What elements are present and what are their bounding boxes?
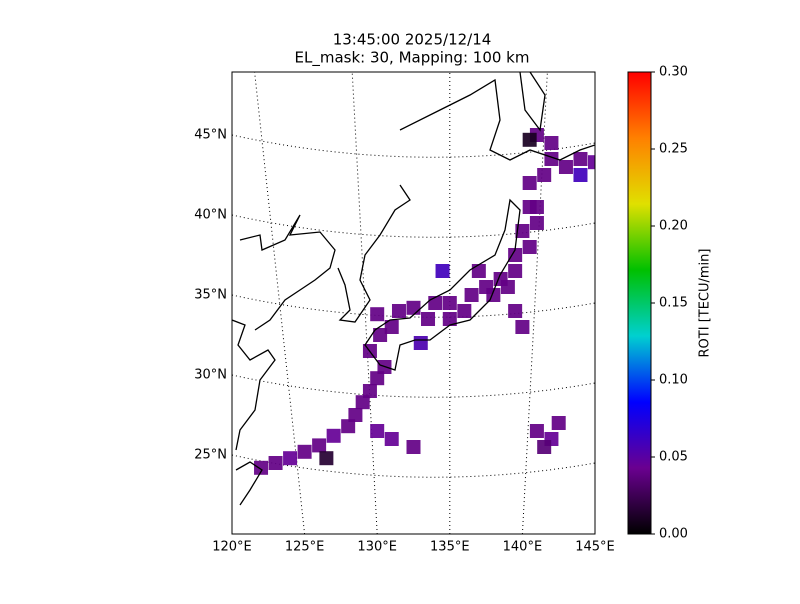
roti-cell	[370, 371, 385, 386]
roti-cell	[442, 312, 457, 326]
roti-cell	[486, 288, 501, 302]
roti-cell	[406, 300, 421, 315]
roti-cell	[522, 132, 537, 147]
roti-cell	[384, 320, 399, 334]
colorbar-tick-label: 0.25	[659, 142, 688, 157]
roti-cell	[515, 224, 530, 238]
colorbar-tick-label: 0.05	[659, 450, 688, 465]
lat-label: 25°N	[194, 448, 227, 463]
roti-cell	[254, 460, 269, 475]
roti-cell	[464, 288, 479, 302]
colorbar-tick-label: 0.00	[659, 527, 688, 542]
roti-cell	[537, 168, 552, 182]
meridian	[351, 72, 378, 534]
colorbar-label: ROTI [TECU/min]	[698, 249, 713, 358]
lon-label: 135°E	[430, 540, 470, 555]
roti-cell	[435, 264, 450, 278]
roti-cell	[268, 456, 283, 470]
coastline	[337, 184, 411, 323]
colorbar-tick-label: 0.30	[659, 65, 688, 80]
parallel	[232, 134, 595, 158]
roti-cell	[515, 320, 530, 334]
map-frame	[231, 71, 596, 535]
coastline	[519, 72, 546, 132]
roti-cell	[312, 438, 327, 453]
roti-cell	[500, 280, 515, 294]
subtitle: EL_mask: 30, Mapping: 100 km	[295, 49, 530, 68]
roti-cell	[558, 160, 573, 174]
meridian	[254, 72, 306, 534]
coastline	[239, 214, 336, 331]
roti-cell	[522, 176, 537, 190]
colorbar	[627, 71, 652, 535]
roti-cell	[529, 216, 544, 230]
lat-label: 35°N	[194, 288, 227, 303]
roti-cell	[370, 424, 385, 438]
coastline	[364, 198, 521, 371]
roti-cell	[522, 240, 537, 254]
roti-cell	[319, 451, 334, 466]
roti-cell	[355, 395, 370, 410]
roti-cell	[573, 168, 588, 182]
coastline	[399, 78, 595, 161]
roti-cell	[373, 328, 388, 342]
colorbar-tick-label: 0.10	[659, 373, 688, 388]
lon-label: 145°E	[575, 540, 615, 555]
coastline	[235, 461, 263, 506]
roti-cell	[588, 155, 595, 170]
lat-label: 30°N	[194, 368, 227, 383]
colorbar-tick-label: 0.15	[659, 296, 688, 311]
lat-label: 40°N	[194, 208, 227, 223]
roti-cell	[421, 312, 436, 326]
roti-cell	[348, 408, 363, 422]
lon-label: 120°E	[212, 540, 252, 555]
lon-label: 140°E	[503, 540, 543, 555]
roti-cell	[413, 336, 428, 350]
roti-cell	[326, 428, 341, 443]
lon-label: 125°E	[285, 540, 325, 555]
roti-cell	[544, 136, 559, 150]
roti-cell	[391, 304, 406, 318]
parallel	[232, 374, 595, 398]
roti-cell	[384, 432, 399, 446]
roti-cell	[529, 424, 544, 438]
lon-label: 130°E	[357, 540, 397, 555]
map	[232, 72, 595, 534]
roti-cell	[442, 296, 457, 310]
roti-cell	[283, 451, 298, 466]
parallel	[232, 454, 595, 478]
roti-cell	[406, 440, 421, 454]
roti-cell	[508, 264, 523, 278]
lat-label: 45°N	[194, 128, 227, 143]
colorbar-tick-label: 0.20	[659, 219, 688, 234]
roti-cell	[362, 384, 377, 398]
parallel	[232, 214, 595, 238]
parallel	[232, 294, 595, 318]
roti-cell	[471, 264, 486, 278]
roti-cell	[508, 304, 523, 318]
roti-cell	[508, 248, 523, 262]
roti-cell	[573, 152, 588, 166]
roti-cell	[537, 440, 552, 454]
roti-cell	[341, 419, 356, 434]
roti-cell	[297, 444, 312, 459]
coastline	[232, 319, 276, 451]
roti-cell	[529, 200, 544, 214]
roti-cell	[551, 416, 566, 430]
roti-cell	[370, 307, 385, 322]
roti-cell	[457, 304, 472, 318]
title: 13:45:00 2025/12/14	[333, 31, 492, 49]
roti-cell	[428, 296, 443, 310]
